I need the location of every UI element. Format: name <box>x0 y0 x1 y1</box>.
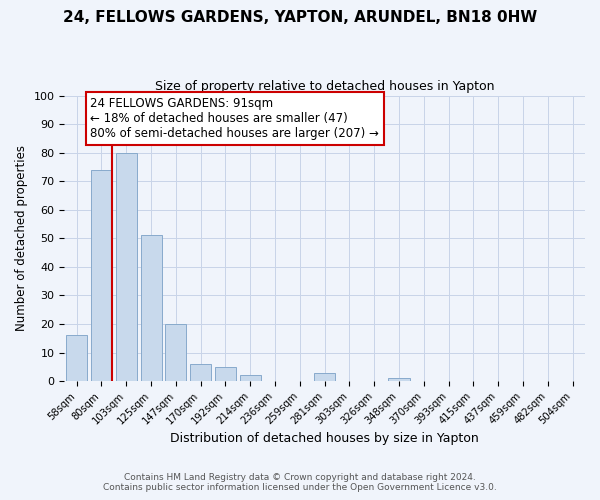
Bar <box>140 236 161 381</box>
Y-axis label: Number of detached properties: Number of detached properties <box>15 146 28 332</box>
X-axis label: Distribution of detached houses by size in Yapton: Distribution of detached houses by size … <box>170 432 479 445</box>
Text: Contains HM Land Registry data © Crown copyright and database right 2024.
Contai: Contains HM Land Registry data © Crown c… <box>103 473 497 492</box>
Bar <box>215 367 236 381</box>
Bar <box>166 324 187 381</box>
Bar <box>190 364 211 381</box>
Bar <box>116 152 137 381</box>
Bar <box>66 336 87 381</box>
Text: 24, FELLOWS GARDENS, YAPTON, ARUNDEL, BN18 0HW: 24, FELLOWS GARDENS, YAPTON, ARUNDEL, BN… <box>63 10 537 25</box>
Bar <box>240 376 261 381</box>
Bar <box>388 378 410 381</box>
Title: Size of property relative to detached houses in Yapton: Size of property relative to detached ho… <box>155 80 494 93</box>
Bar <box>314 372 335 381</box>
Text: 24 FELLOWS GARDENS: 91sqm
← 18% of detached houses are smaller (47)
80% of semi-: 24 FELLOWS GARDENS: 91sqm ← 18% of detac… <box>91 97 379 140</box>
Bar <box>91 170 112 381</box>
